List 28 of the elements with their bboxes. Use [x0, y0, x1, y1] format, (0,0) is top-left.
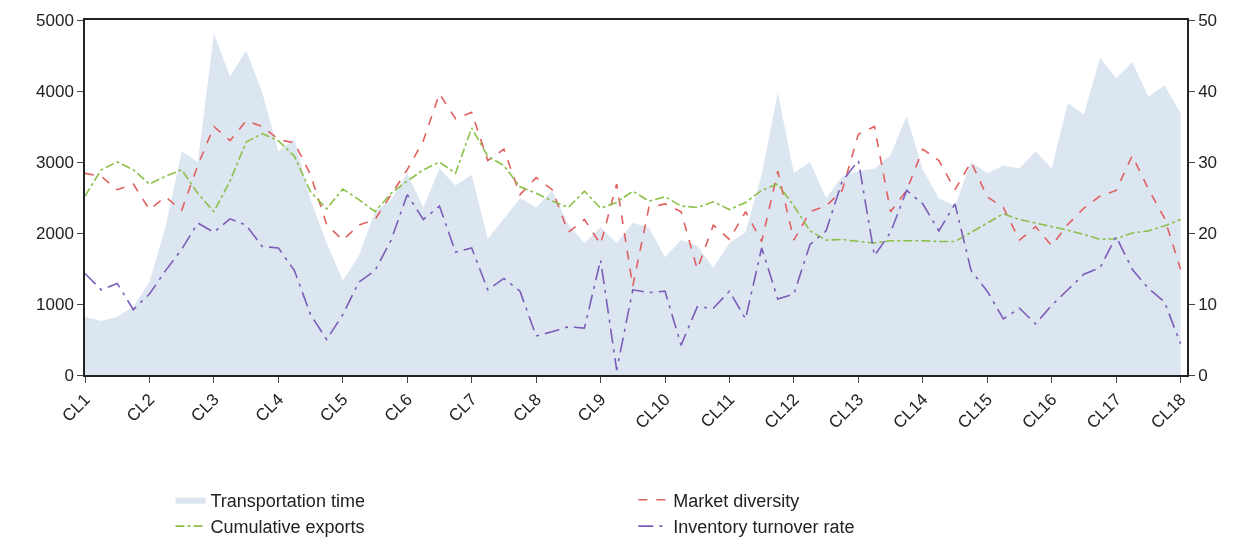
y2-tick-label: 10	[1198, 294, 1218, 314]
x-tick-label: CL8	[509, 390, 545, 426]
y2-tick-label: 20	[1198, 223, 1218, 243]
line-series	[85, 159, 1182, 371]
y2-tick-label: 50	[1198, 10, 1218, 30]
legend-label: Transportation time	[210, 490, 365, 511]
y2-tick-label: 30	[1198, 152, 1218, 172]
legend-label: Market diversity	[673, 490, 800, 511]
line-series	[85, 127, 1182, 244]
y-tick-label: 1000	[36, 294, 74, 314]
y-tick-label: 0	[64, 365, 74, 385]
legend-label: Cumulative exports	[210, 517, 365, 538]
y-tick-label: 2000	[36, 223, 74, 243]
x-tick-label: CL7	[445, 390, 481, 426]
y-tick-label: 3000	[36, 152, 74, 172]
line-series	[85, 93, 1182, 288]
y-tick-label: 5000	[36, 10, 74, 30]
y2-tick-label: 0	[1198, 365, 1208, 385]
x-tick-label: CL4	[251, 390, 288, 426]
y2-tick-label: 40	[1198, 81, 1218, 101]
x-tick-label: CL3	[187, 390, 223, 426]
x-tick-label: CL1	[58, 390, 94, 426]
x-tick-label: CL9	[573, 390, 610, 426]
x-tick-label: CL5	[316, 390, 352, 426]
legend-label: Inventory turnover rate	[673, 517, 855, 538]
x-tick-label: CL2	[122, 390, 159, 426]
x-tick-label: CL6	[380, 390, 417, 426]
y-tick-label: 4000	[36, 81, 74, 101]
